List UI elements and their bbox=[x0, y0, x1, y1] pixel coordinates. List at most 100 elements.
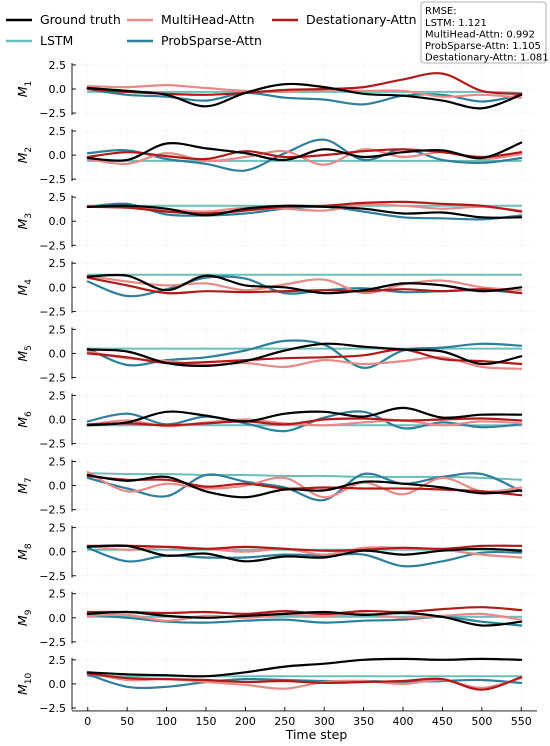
panel-ylabel: M6 bbox=[15, 411, 34, 428]
rmse-line: Destationary-Attn: 1.081 bbox=[425, 53, 549, 64]
series-line-destationary-attn bbox=[86, 148, 523, 161]
x-tick-label: 0 bbox=[84, 715, 91, 728]
legend-label-probsparse-attn: ProbSparse-Attn bbox=[161, 33, 262, 48]
panel-ylabel-letter: M bbox=[15, 86, 30, 97]
y-tick-label: −2.5 bbox=[39, 636, 66, 649]
y-tick-label: 0.0 bbox=[49, 480, 67, 493]
series-line-destationary-attn bbox=[86, 544, 523, 552]
series-line-destationary-attn bbox=[86, 672, 523, 691]
panel-ylabel-subscript: 2 bbox=[24, 147, 34, 153]
series-line-ground-truth bbox=[86, 610, 523, 627]
panel-ylabel-letter: M bbox=[15, 218, 30, 229]
y-tick-label: −2.5 bbox=[39, 371, 66, 384]
y-tick-label: 2.5 bbox=[49, 59, 67, 72]
panel-ylabel-letter: M bbox=[15, 615, 30, 626]
series-line-multihead-attn bbox=[86, 350, 523, 370]
y-tick-label: −2.5 bbox=[39, 504, 66, 517]
y-tick-label: 2.5 bbox=[49, 389, 67, 402]
legend-label-destationary-attn: Destationary-Attn bbox=[306, 12, 417, 27]
y-tick-label: 2.5 bbox=[49, 588, 67, 601]
series-line-ground-truth bbox=[86, 141, 523, 162]
x-tick-label: 400 bbox=[393, 715, 414, 728]
panel-ylabel: M9 bbox=[15, 609, 34, 626]
panel-ylabel-letter: M bbox=[15, 351, 30, 362]
panel-ylabel-letter: M bbox=[15, 483, 30, 494]
panel-ylabel-subscript: 8 bbox=[24, 543, 34, 549]
x-tick-label: 350 bbox=[353, 715, 374, 728]
panel-ylabel-subscript: 6 bbox=[24, 411, 34, 417]
panel-ylabel: M3 bbox=[15, 213, 34, 230]
y-tick-label: 0.0 bbox=[49, 414, 67, 427]
rmse-box bbox=[420, 1, 547, 64]
y-tick-label: 2.5 bbox=[49, 654, 67, 667]
y-tick-label: 0.0 bbox=[49, 546, 67, 559]
y-tick-label: 2.5 bbox=[49, 456, 67, 469]
x-tick-label: 150 bbox=[195, 715, 216, 728]
panel-ylabel: M10 bbox=[15, 673, 34, 696]
y-tick-label: 2.5 bbox=[49, 125, 67, 138]
legend-label-ground-truth: Ground truth bbox=[40, 12, 121, 27]
series-line-ground-truth bbox=[86, 544, 523, 563]
panel-ylabel: M4 bbox=[15, 279, 34, 296]
series-line-ground-truth bbox=[86, 406, 523, 427]
legend-label-multihead-attn: MultiHead-Attn bbox=[161, 12, 255, 27]
y-tick-label: 0.0 bbox=[49, 612, 67, 625]
series-line-multihead-attn bbox=[86, 612, 523, 622]
rmse-line: MultiHead-Attn: 0.992 bbox=[425, 30, 535, 41]
series-line-multihead-attn bbox=[86, 274, 523, 295]
y-tick-label: −2.5 bbox=[39, 173, 66, 186]
panel-ylabel: M5 bbox=[15, 345, 34, 362]
y-tick-label: −2.5 bbox=[39, 702, 66, 715]
y-tick-label: 2.5 bbox=[49, 257, 67, 270]
x-tick-label: 500 bbox=[471, 715, 492, 728]
panel-ylabel-subscript: 10 bbox=[24, 673, 34, 685]
x-tick-label: 100 bbox=[156, 715, 177, 728]
series-line-probsparse-attn bbox=[86, 87, 523, 106]
y-tick-label: 0.0 bbox=[49, 678, 67, 691]
panel-ylabel-subscript: 5 bbox=[24, 345, 34, 351]
x-tick-label: 550 bbox=[511, 715, 532, 728]
series-line-ground-truth bbox=[86, 204, 523, 219]
series-line-probsparse-attn bbox=[86, 472, 523, 502]
panel-ylabel-subscript: 9 bbox=[24, 609, 34, 615]
series-line-destationary-attn bbox=[86, 417, 523, 427]
x-tick-label: 450 bbox=[432, 715, 453, 728]
series-line-destationary-attn bbox=[86, 474, 523, 497]
rmse-line: LSTM: 1.121 bbox=[425, 18, 487, 29]
rmse-line: ProbSparse-Attn: 1.105 bbox=[425, 41, 541, 52]
panel-ylabel-subscript: 3 bbox=[24, 213, 34, 219]
x-axis-label: Time step bbox=[285, 727, 348, 742]
panel-ylabel-letter: M bbox=[15, 549, 30, 560]
series-line-ground-truth bbox=[86, 82, 523, 110]
y-tick-label: 2.5 bbox=[49, 323, 67, 336]
x-tick-label: 250 bbox=[274, 715, 295, 728]
y-tick-label: 0.0 bbox=[49, 347, 67, 360]
panel-ylabel-letter: M bbox=[15, 684, 30, 695]
y-tick-label: −2.5 bbox=[39, 438, 66, 451]
panel-ylabel: M2 bbox=[15, 147, 34, 164]
y-tick-label: −2.5 bbox=[39, 305, 66, 318]
series-line-multihead-attn bbox=[86, 83, 523, 99]
y-tick-label: −2.5 bbox=[39, 570, 66, 583]
series-line-probsparse-attn bbox=[86, 138, 523, 172]
series-line-ground-truth bbox=[86, 473, 523, 499]
panel-ylabel-letter: M bbox=[15, 417, 30, 428]
x-tick-label: 300 bbox=[314, 715, 335, 728]
x-tick-label: 50 bbox=[120, 715, 134, 728]
y-tick-label: 0.0 bbox=[49, 215, 67, 228]
panel-ylabel-letter: M bbox=[15, 285, 30, 296]
panel-ylabel: M7 bbox=[15, 477, 34, 494]
y-tick-label: 0.0 bbox=[49, 83, 67, 96]
panel-ylabel-subscript: 4 bbox=[24, 279, 34, 285]
panel-ylabel: M8 bbox=[15, 543, 34, 560]
y-tick-label: 0.0 bbox=[49, 149, 67, 162]
series-line-ground-truth bbox=[86, 273, 523, 295]
series-line-ground-truth bbox=[86, 657, 523, 678]
y-tick-label: 0.0 bbox=[49, 281, 67, 294]
y-tick-label: 2.5 bbox=[49, 191, 67, 204]
x-tick-label: 200 bbox=[235, 715, 256, 728]
panel-ylabel-subscript: 7 bbox=[24, 477, 34, 483]
y-tick-label: −2.5 bbox=[39, 107, 66, 120]
series-line-ground-truth bbox=[86, 342, 523, 368]
